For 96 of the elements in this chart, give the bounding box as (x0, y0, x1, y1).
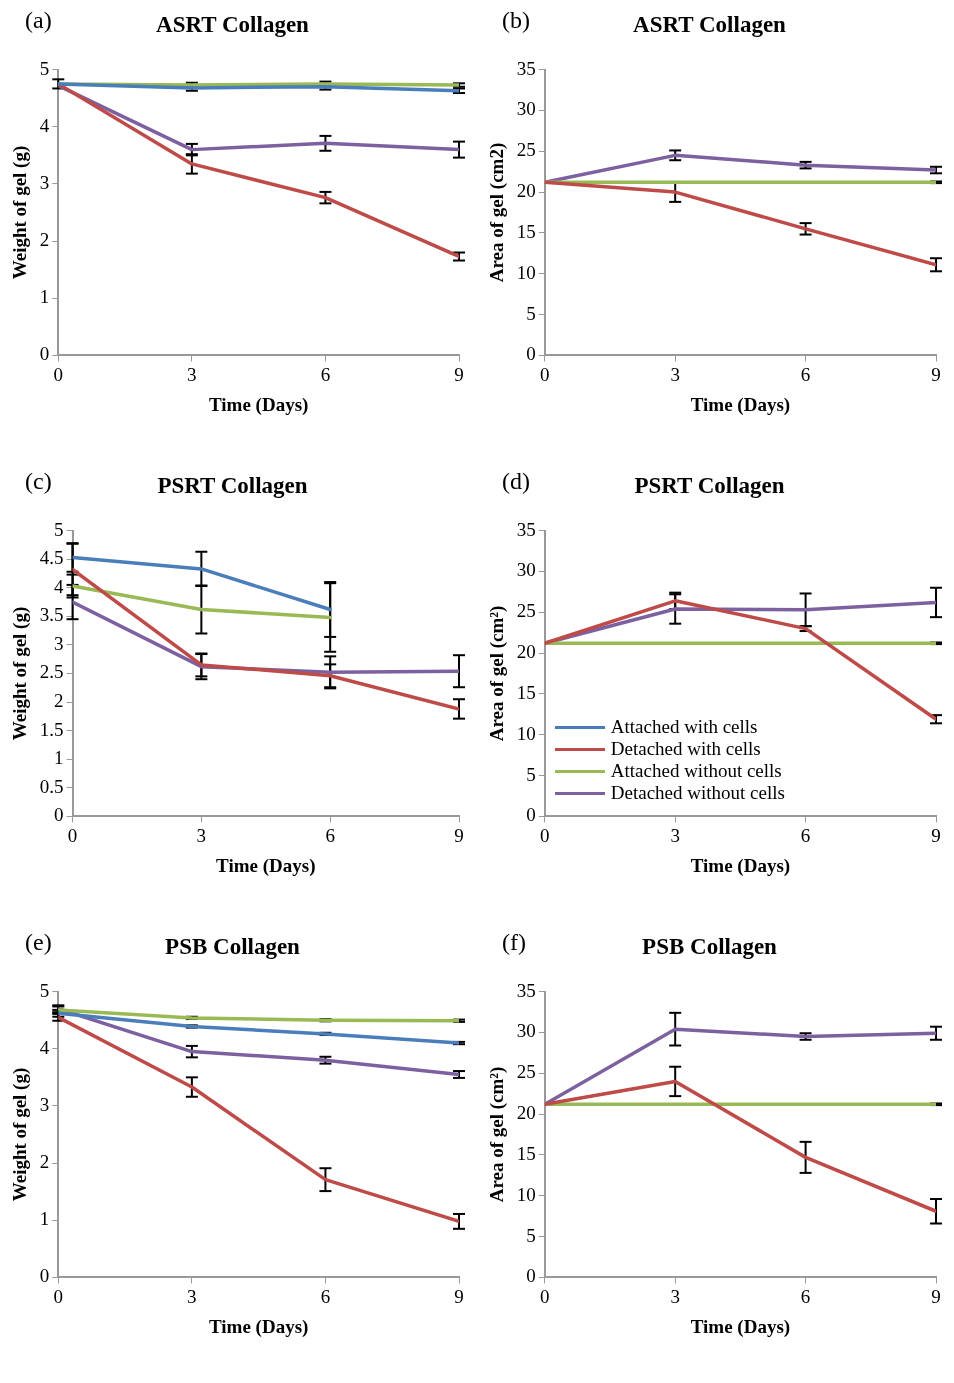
y-tick-label: 0 (39, 343, 50, 365)
x-tick-label: 9 (454, 363, 464, 385)
text: (b) (502, 7, 530, 34)
x-tick-label: 9 (454, 1285, 464, 1307)
y-tick-label: 20 (516, 1102, 536, 1124)
chart-title: ASRT Collagen (633, 11, 787, 37)
x-tick-label: 3 (670, 824, 680, 846)
x-tick-label: 0 (540, 1285, 550, 1307)
y-tick-label: 10 (516, 261, 536, 283)
text: (c) (25, 468, 52, 495)
y-tick-label: 25 (516, 1061, 536, 1083)
x-axis-title: Time (Days) (208, 1315, 309, 1338)
x-axis-title: Time (Days) (208, 393, 309, 416)
x-tick-label: 3 (670, 363, 680, 385)
y-tick-label: 5 (526, 302, 536, 324)
y-tick-label: 5 (54, 518, 64, 540)
y-axis-title: Area of gel (cm²) (486, 1066, 509, 1203)
y-tick-label: 1 (39, 1208, 50, 1230)
y-tick-label: 1 (54, 747, 64, 769)
y-tick-label: 35 (516, 979, 536, 1001)
x-tick-label: 6 (800, 1285, 811, 1307)
x-tick-label: 3 (187, 363, 197, 385)
y-axis-title: Weight of gel (g) (9, 145, 32, 280)
y-tick-label: 30 (516, 559, 536, 581)
y-tick-label: 30 (516, 1020, 536, 1042)
y-axis-title: Area of gel (cm²) (486, 605, 509, 742)
y-tick-label: 0 (526, 343, 536, 365)
x-tick-label: 9 (931, 1285, 941, 1307)
y-axis-title: Area of gel (cm2) (486, 142, 509, 283)
y-tick-label: 15 (516, 1142, 536, 1164)
y-tick-label: 15 (516, 681, 536, 703)
x-tick-label: 9 (454, 824, 464, 846)
x-tick-label: 6 (800, 363, 811, 385)
legend-label: Detached with cells (610, 738, 761, 761)
legend-label: Attached with cells (610, 716, 758, 739)
legend-label: Detached without cells (610, 782, 785, 805)
y-tick-label: 20 (516, 180, 536, 202)
chart-title: PSRT Collagen (634, 472, 785, 498)
y-tick-label: 2.5 (39, 661, 64, 683)
x-tick-label: 9 (931, 824, 941, 846)
y-tick-label: 2 (39, 1151, 50, 1173)
y-tick-label: 4 (54, 575, 65, 597)
legend-label: Attached without cells (610, 760, 782, 783)
y-tick-label: 0 (54, 804, 64, 826)
x-tick-label: 6 (320, 1285, 331, 1307)
y-axis-title: Weight of gel (g) (9, 1067, 32, 1202)
y-tick-label: 0 (526, 804, 536, 826)
x-tick-label: 6 (325, 824, 335, 846)
y-tick-label: 3 (39, 171, 50, 193)
x-tick-label: 0 (540, 363, 550, 385)
y-tick-label: 0 (39, 1265, 50, 1287)
y-tick-label: 1.5 (39, 718, 64, 740)
x-tick-label: 3 (187, 1285, 197, 1307)
y-tick-label: 10 (516, 722, 536, 744)
y-tick-label: 25 (516, 600, 536, 622)
y-tick-label: 4 (39, 114, 50, 136)
y-tick-label: 2 (54, 690, 64, 712)
x-axis-title: Time (Days) (690, 854, 791, 877)
y-tick-label: 20 (516, 641, 536, 663)
x-axis-title: Time (Days) (690, 393, 791, 416)
y-tick-label: 35 (516, 518, 536, 540)
y-tick-label: 0 (526, 1265, 536, 1287)
y-tick-label: 1 (39, 286, 50, 308)
y-tick-label: 35 (516, 57, 536, 79)
y-tick-label: 3 (54, 632, 64, 654)
y-tick-label: 4 (39, 1036, 50, 1058)
text: (d) (502, 468, 530, 495)
chart-title: PSB Collagen (165, 933, 301, 959)
x-tick-label: 0 (540, 824, 550, 846)
text: (f) (502, 929, 526, 956)
y-tick-label: 0.5 (39, 775, 64, 797)
y-tick-label: 15 (516, 220, 536, 242)
y-tick-label: 30 (516, 98, 536, 120)
y-tick-label: 5 (526, 1224, 536, 1246)
y-tick-label: 5 (526, 763, 536, 785)
x-tick-label: 6 (320, 363, 331, 385)
x-tick-label: 6 (800, 824, 811, 846)
y-tick-label: 2 (39, 229, 50, 251)
chart-title: PSRT Collagen (157, 472, 308, 498)
y-tick-label: 5 (39, 57, 50, 79)
text: (a) (25, 7, 52, 34)
x-axis-title: Time (Days) (690, 1315, 791, 1338)
chart-title: PSB Collagen (642, 933, 778, 959)
y-tick-label: 5 (39, 979, 50, 1001)
y-tick-label: 3 (39, 1093, 50, 1115)
y-tick-label: 4.5 (39, 547, 64, 569)
x-tick-label: 3 (670, 1285, 680, 1307)
chart-title: ASRT Collagen (156, 11, 310, 37)
y-tick-label: 3.5 (39, 604, 64, 626)
x-tick-label: 3 (196, 824, 207, 846)
y-tick-label: 25 (516, 139, 536, 161)
text: (e) (25, 929, 52, 956)
x-tick-label: 9 (931, 363, 941, 385)
y-axis-title: Weight of gel (g) (9, 606, 32, 741)
x-axis-title: Time (Days) (216, 854, 316, 877)
y-tick-label: 10 (516, 1183, 536, 1205)
